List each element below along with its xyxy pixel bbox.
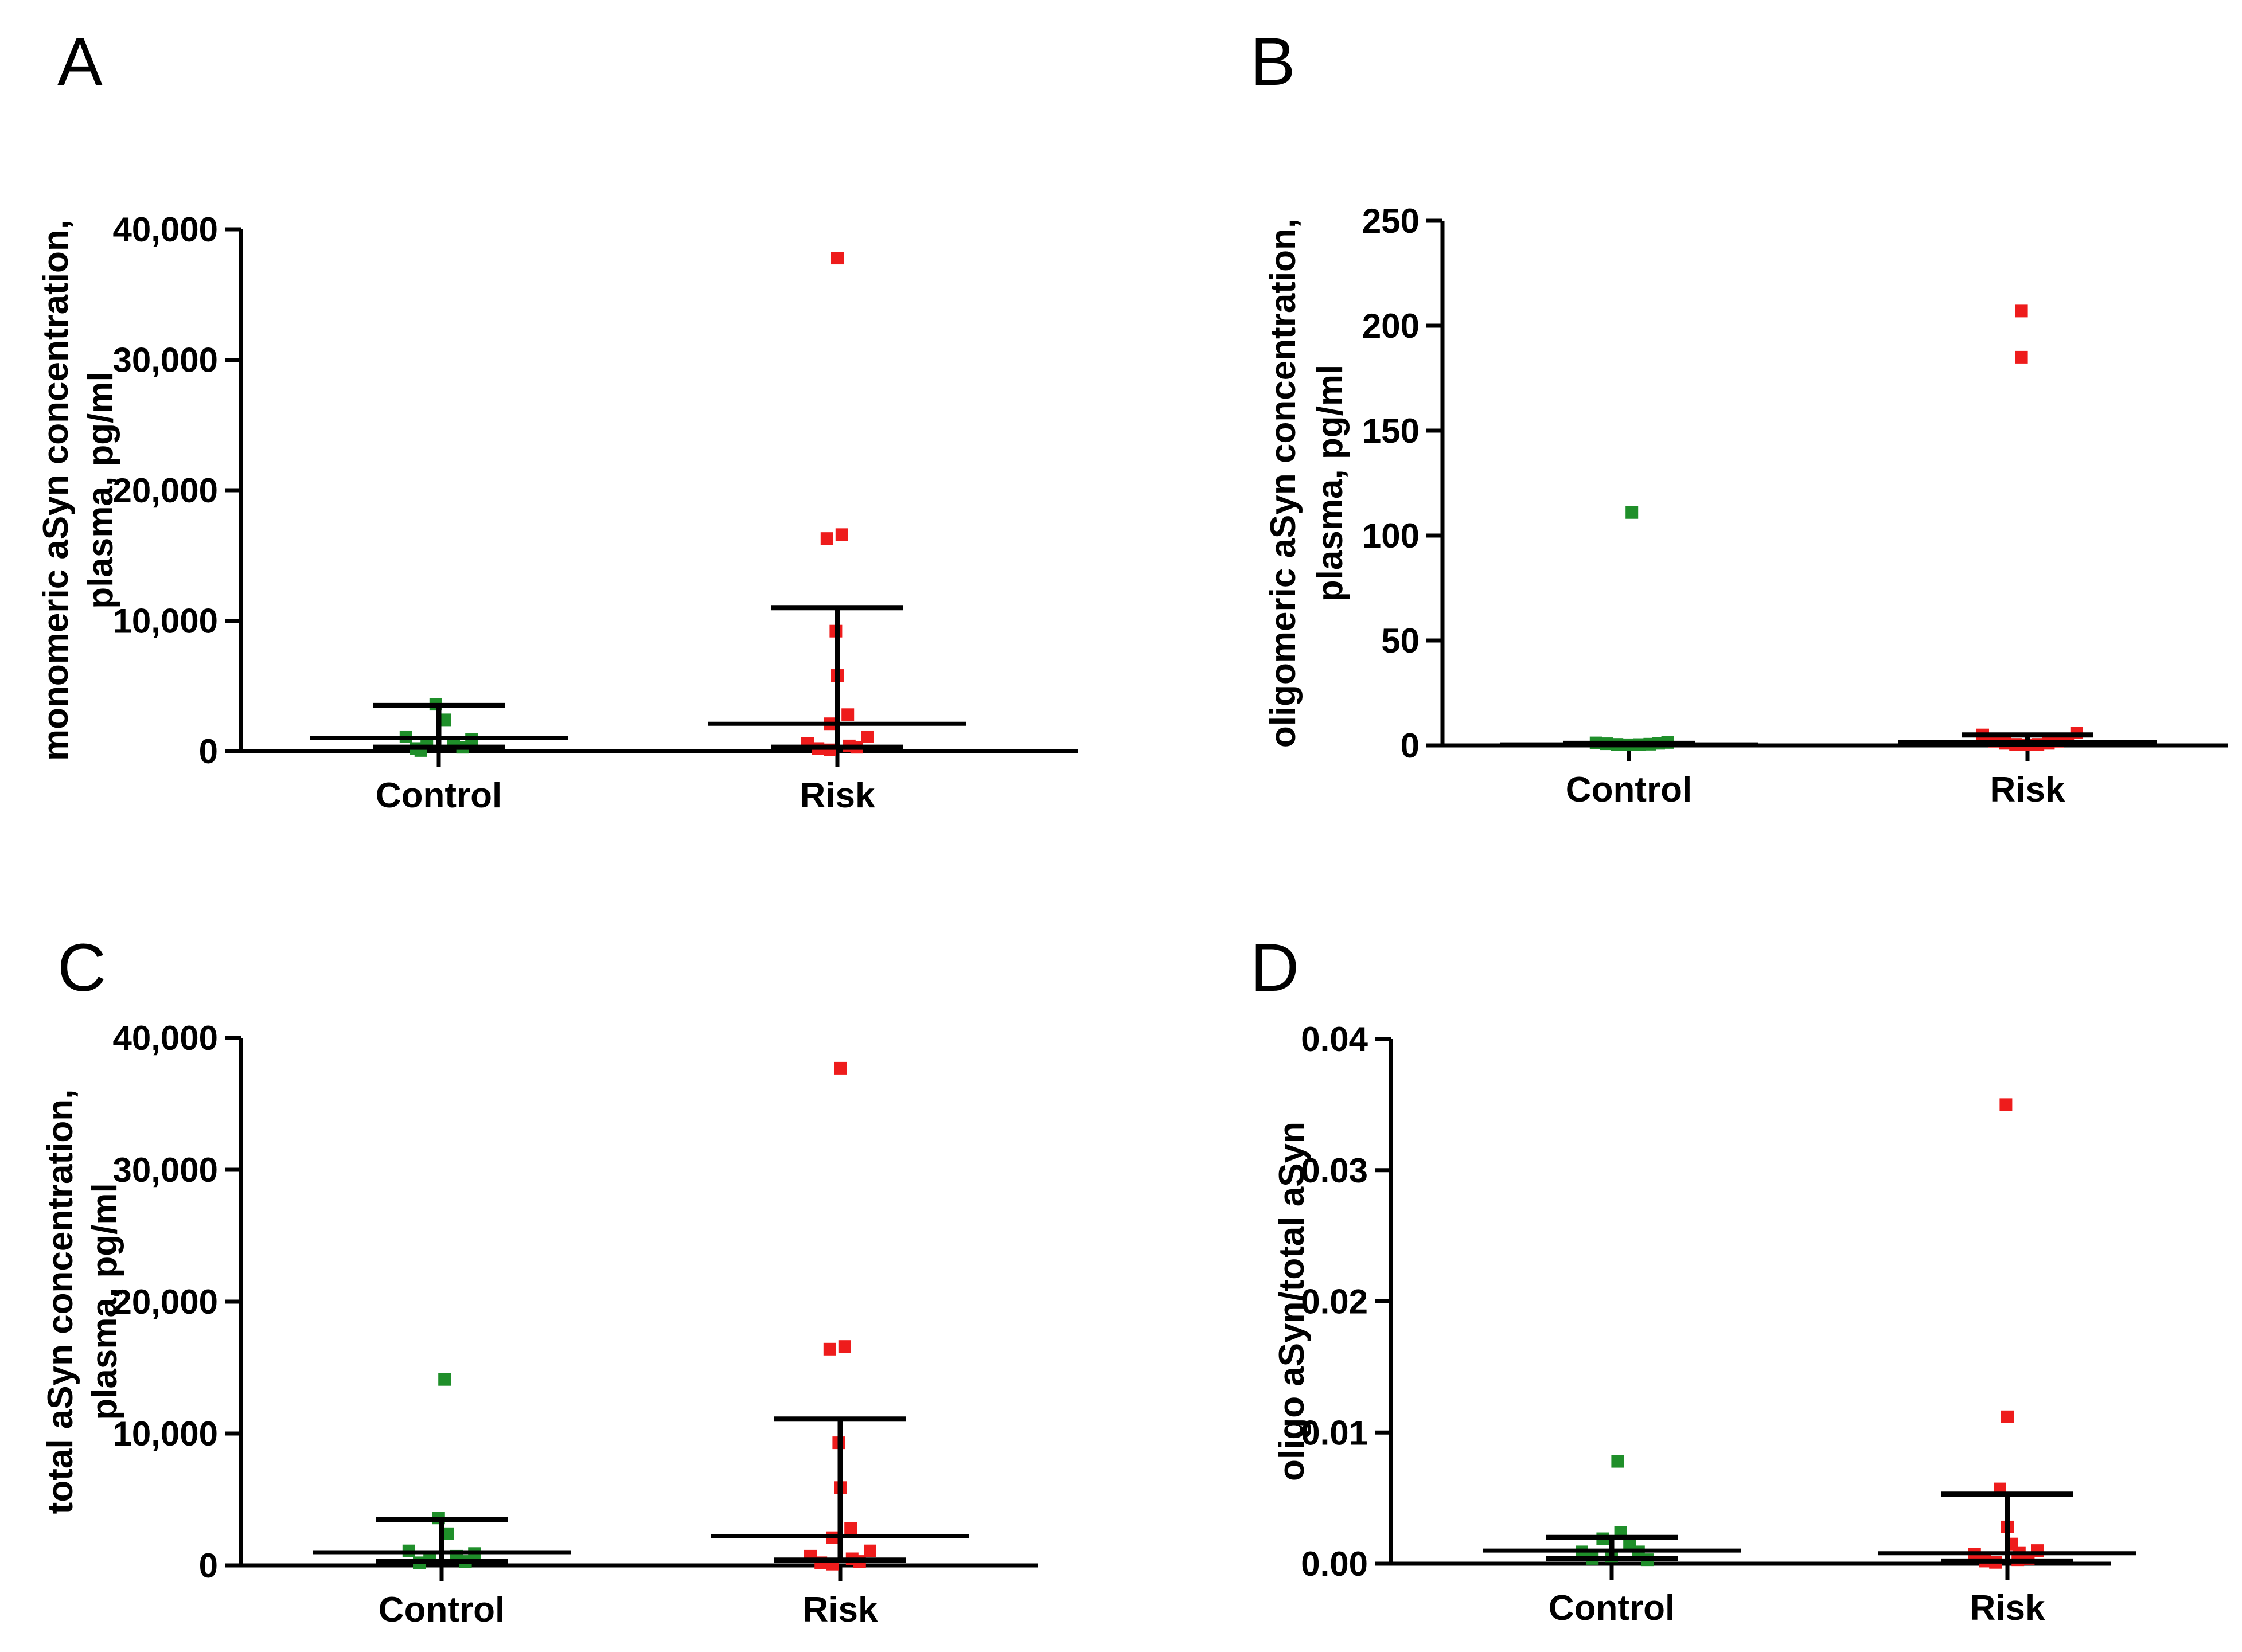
y-tick-label: 0 xyxy=(199,732,218,771)
y-tick-label: 0.04 xyxy=(1301,1020,1368,1059)
x-category-label: Risk xyxy=(1990,770,2065,810)
panel-b: B 0 50 100 150 200 250 Control Risk oligomeric a… xyxy=(1250,24,2228,810)
y-tick-label: 150 xyxy=(1362,412,1420,450)
y-tick-label: 0.02 xyxy=(1301,1283,1368,1321)
y-tick-label: 100 xyxy=(1362,517,1420,555)
panel-letter: D xyxy=(1250,930,1299,1006)
x-category-label: Risk xyxy=(800,776,875,815)
data-point xyxy=(438,713,451,727)
y-tick-label: 40,000 xyxy=(112,210,218,249)
data-point xyxy=(831,252,844,265)
y-tick-label: 200 xyxy=(1362,307,1420,345)
y-axis-label: oligo aSyn/total aSyn xyxy=(1272,1122,1312,1481)
panel-letter: B xyxy=(1250,24,1296,100)
panel-a: A 0 10,000 20,000 30,000 40,000 Control Risk mo… xyxy=(36,24,1078,815)
data-point xyxy=(861,730,874,743)
x-category-label: Risk xyxy=(1970,1588,2045,1628)
data-point xyxy=(864,1544,876,1557)
panel-letter: A xyxy=(57,24,103,100)
data-point xyxy=(1625,506,1639,519)
data-point xyxy=(2001,1410,2014,1423)
series-risk xyxy=(708,252,966,756)
data-point xyxy=(2015,350,2028,364)
series-risk xyxy=(711,1061,969,1571)
data-point xyxy=(820,532,833,545)
y-tick-label: 10,000 xyxy=(112,1415,218,1453)
y-tick-label: 0.00 xyxy=(1301,1545,1368,1583)
panel-d: D 0.00 0.01 0.02 0.03 0.04 Control Risk oligo a… xyxy=(1250,930,2136,1628)
y-tick-label: 20,000 xyxy=(112,471,218,510)
x-category-label: Control xyxy=(1566,770,1692,810)
x-category-label: Control xyxy=(379,1590,505,1630)
series-risk xyxy=(1878,1098,2136,1569)
data-point xyxy=(835,528,848,541)
data-point xyxy=(441,1527,454,1540)
data-point xyxy=(841,708,855,721)
y-tick-label: 10,000 xyxy=(112,602,218,641)
data-point xyxy=(834,1061,847,1075)
data-point xyxy=(438,1373,451,1386)
y-tick-label: 0.01 xyxy=(1301,1413,1368,1452)
series-control xyxy=(313,1373,571,1569)
y-axis-label: plasma, pg/ml xyxy=(85,1183,124,1420)
y-tick-label: 50 xyxy=(1381,622,1420,660)
x-category-label: Risk xyxy=(803,1590,878,1630)
y-axis-label: oligomeric aSyn concentration, xyxy=(1264,218,1303,748)
y-axis-label: monomeric aSyn concentration, xyxy=(36,220,76,761)
x-category-label: Control xyxy=(1549,1588,1675,1628)
data-point xyxy=(823,1342,836,1356)
y-axis-label: plasma, pg/ml xyxy=(1311,365,1350,602)
series-control xyxy=(310,698,568,757)
data-point xyxy=(838,1340,851,1353)
series-control xyxy=(1500,506,1758,751)
y-axis-label: total aSyn concentration, xyxy=(41,1089,80,1514)
y-tick-label: 30,000 xyxy=(112,1151,218,1189)
y-tick-label: 20,000 xyxy=(112,1283,218,1321)
y-axis-label: plasma, pg/ml xyxy=(81,372,120,608)
panel-c: C 0 10,000 20,000 30,000 40,000 Control Risk to… xyxy=(41,930,1038,1630)
y-tick-label: 250 xyxy=(1362,202,1420,240)
y-tick-label: 40,000 xyxy=(112,1019,218,1057)
data-point xyxy=(2015,304,2028,318)
y-tick-label: 0 xyxy=(199,1546,218,1585)
y-tick-label: 0.03 xyxy=(1301,1151,1368,1190)
data-point xyxy=(844,1522,857,1535)
panel-letter: C xyxy=(57,930,106,1006)
series-risk xyxy=(1898,304,2157,751)
series-control xyxy=(1483,1455,1741,1567)
y-tick-label: 30,000 xyxy=(112,341,218,380)
data-point xyxy=(1999,1098,2013,1111)
y-tick-label: 0 xyxy=(1401,727,1420,765)
x-category-label: Control xyxy=(376,776,502,815)
data-point xyxy=(1611,1455,1624,1468)
